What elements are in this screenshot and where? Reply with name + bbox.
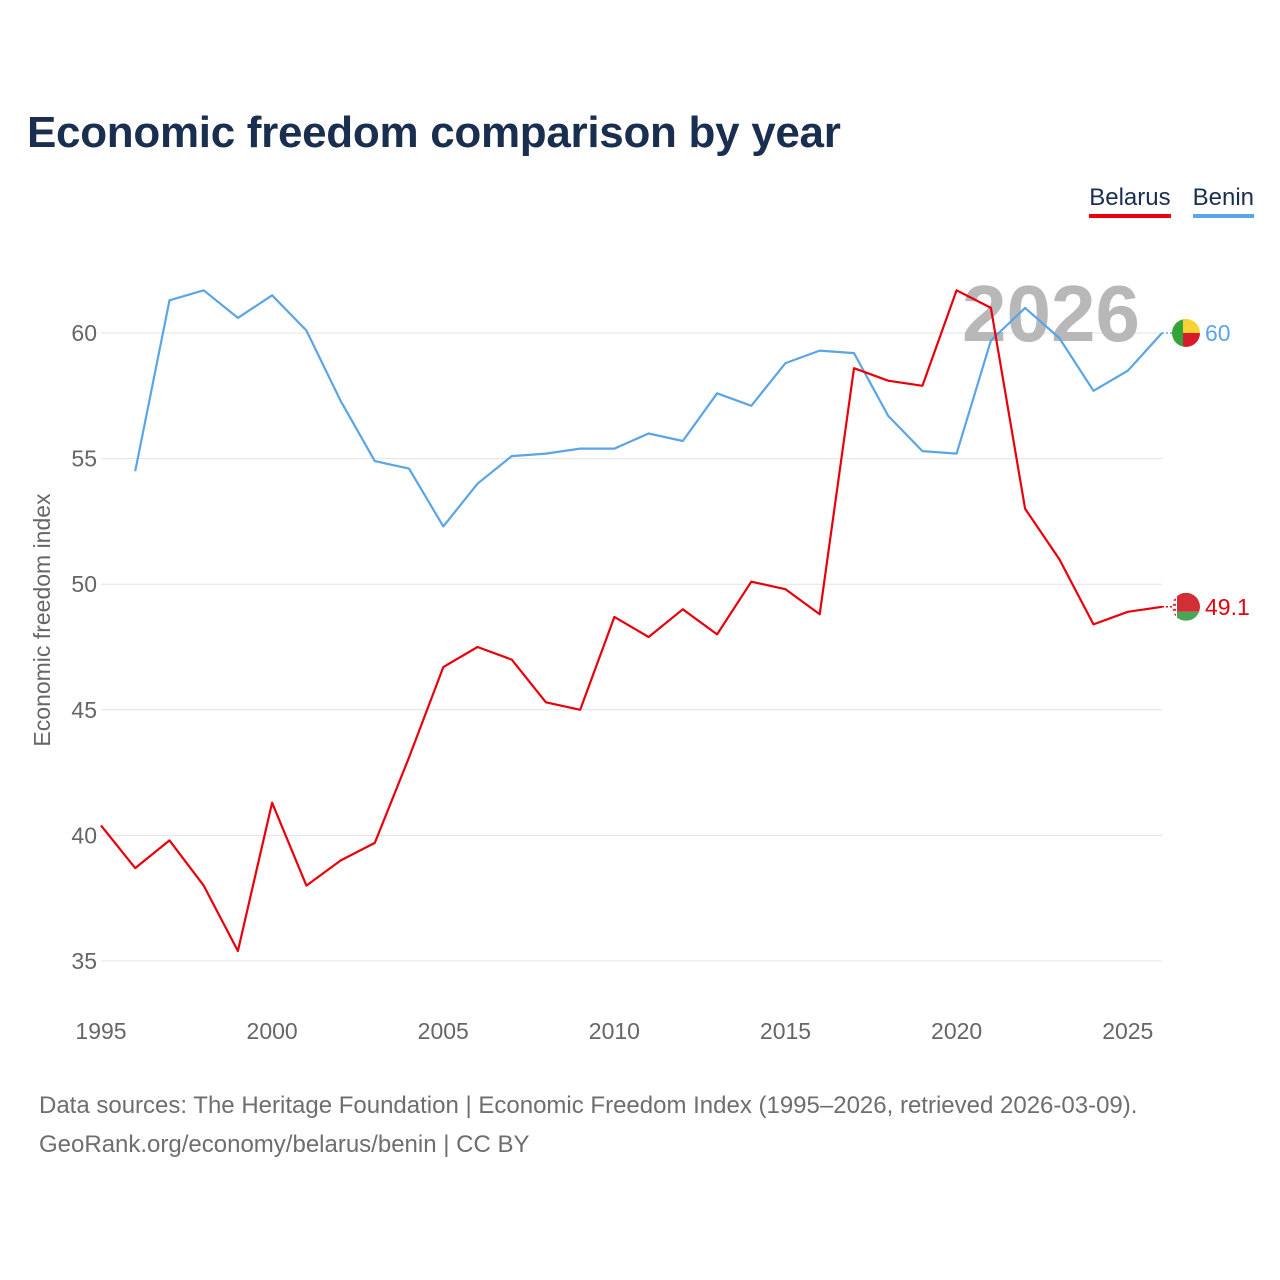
x-tick-label-2010: 2010: [589, 1018, 640, 1044]
y-tick-label-45: 45: [71, 697, 97, 723]
footer-sources: Data sources: The Heritage Foundation | …: [39, 1092, 1138, 1119]
endpoints: 60 49.1: [1162, 319, 1250, 621]
axis-ticks: 35 40 45 50 55 60 1995 2000 2005 2010 2015 2020 2025: [71, 320, 1153, 1044]
benin-flag-icon: [1172, 319, 1200, 347]
series-line-benin[interactable]: [134, 289, 1163, 528]
x-tick-label-2025: 2025: [1102, 1018, 1153, 1044]
series: [100, 289, 1163, 953]
end-label-belarus: 49.1: [1205, 594, 1250, 620]
chart-title: Economic freedom comparison by year: [27, 108, 841, 157]
x-tick-label-1995: 1995: [75, 1018, 126, 1044]
footer: Data sources: The Heritage Foundation | …: [39, 1086, 1137, 1164]
y-axis-label: Economic freedom index: [29, 493, 55, 747]
y-tick-label-60: 60: [71, 320, 97, 346]
x-tick-label-2015: 2015: [760, 1018, 811, 1044]
x-tick-label-2005: 2005: [418, 1018, 469, 1044]
y-tick-label-40: 40: [71, 822, 97, 848]
y-tick-label-35: 35: [71, 948, 97, 974]
series-line-belarus[interactable]: [100, 289, 1163, 953]
grid: [101, 332, 1162, 962]
y-tick-label-50: 50: [71, 571, 97, 597]
x-tick-label-2020: 2020: [931, 1018, 982, 1044]
belarus-flag-icon: [1172, 592, 1200, 621]
end-label-benin: 60: [1205, 320, 1231, 346]
footer-credit: GeoRank.org/economy/belarus/benin | CC B…: [39, 1131, 530, 1158]
legend-item-belarus[interactable]: Belarus: [1089, 184, 1171, 218]
x-tick-label-2000: 2000: [247, 1018, 298, 1044]
y-tick-label-55: 55: [71, 446, 97, 472]
legend-item-benin[interactable]: Benin: [1192, 184, 1254, 218]
legend: Belarus Benin: [1089, 184, 1254, 218]
